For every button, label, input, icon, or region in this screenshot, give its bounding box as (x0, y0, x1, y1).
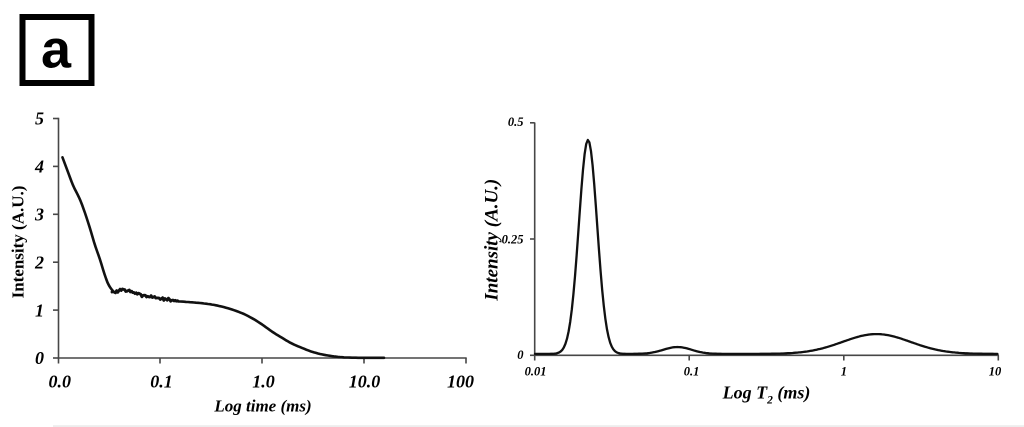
svg-text:0: 0 (517, 348, 524, 362)
svg-text:100: 100 (447, 372, 474, 392)
svg-text:2: 2 (34, 252, 44, 272)
svg-text:1.0: 1.0 (252, 372, 275, 392)
svg-text:a: a (41, 20, 72, 80)
svg-text:Log T2 (ms): Log T2 (ms) (722, 383, 811, 407)
svg-text:0.25: 0.25 (502, 233, 524, 247)
svg-text:0.01: 0.01 (525, 365, 547, 379)
svg-text:3: 3 (34, 205, 44, 225)
svg-text:0.0: 0.0 (49, 372, 72, 392)
svg-text:1: 1 (35, 300, 44, 320)
svg-text:10.0: 10.0 (349, 372, 381, 392)
svg-text:0: 0 (35, 348, 44, 368)
svg-text:5: 5 (35, 109, 44, 129)
svg-text:0.5: 0.5 (508, 115, 524, 129)
svg-text:1: 1 (841, 365, 847, 379)
svg-text:4: 4 (34, 157, 44, 177)
svg-text:0.1: 0.1 (684, 365, 700, 379)
svg-text:Log time (ms): Log time (ms) (213, 396, 311, 415)
svg-text:0.1: 0.1 (150, 372, 173, 392)
svg-text:Intensity (A.U.): Intensity (A.U.) (9, 186, 28, 299)
svg-text:Intensity (A.U.): Intensity (A.U.) (482, 179, 503, 302)
svg-text:10: 10 (989, 365, 1002, 379)
